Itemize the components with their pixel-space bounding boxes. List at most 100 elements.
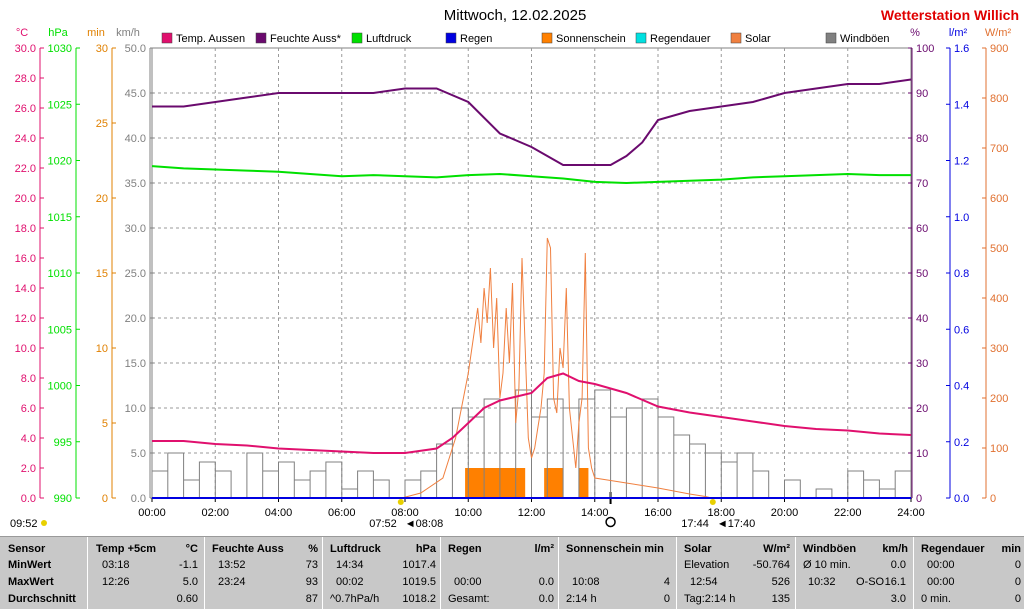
stats-cell: 0 bbox=[663, 593, 670, 605]
rain-axis-unit: l/m² bbox=[949, 27, 968, 39]
temp-tick-label: 18.0 bbox=[15, 223, 36, 235]
temp-tick-label: 6.0 bbox=[21, 403, 36, 415]
sun_min-tick-label: 5 bbox=[102, 418, 108, 430]
sunrise-marker bbox=[397, 499, 404, 505]
pressure-tick-label: 1005 bbox=[48, 324, 72, 336]
wind-tick-label: 25.0 bbox=[125, 268, 146, 280]
pressure-tick-label: 1030 bbox=[48, 43, 72, 55]
dawn-label: ◄08:08 bbox=[405, 518, 443, 530]
wind-tick-label: 20.0 bbox=[125, 313, 146, 325]
stats-row-label: Durchschnitt bbox=[8, 593, 76, 605]
pressure-tick-label: 990 bbox=[54, 493, 72, 505]
stats-cell: 12:54 bbox=[690, 576, 718, 588]
wind-tick-label: 35.0 bbox=[125, 178, 146, 190]
stats-cell: 2:14 h bbox=[566, 593, 597, 605]
stats-cell: 87 bbox=[305, 593, 318, 605]
temp-tick-label: 14.0 bbox=[15, 283, 36, 295]
temp-tick-label: 10.0 bbox=[15, 343, 36, 355]
humidity-tick-label: 60 bbox=[916, 223, 928, 235]
humidity-tick-label: 10 bbox=[916, 448, 928, 460]
stats-cell: 1018.2 bbox=[402, 593, 436, 605]
stats-cell: 10:32 bbox=[808, 576, 836, 588]
statistics-table: Sensor Temp +5cm °C Feuchte Auss % Luftd… bbox=[0, 536, 1024, 609]
legend-swatch bbox=[351, 32, 363, 44]
temp-tick-label: 20.0 bbox=[15, 193, 36, 205]
stats-cell: Elevation bbox=[684, 559, 730, 571]
solar-tick-label: 0 bbox=[990, 493, 996, 505]
temp-tick-label: 22.0 bbox=[15, 163, 36, 175]
humidity-tick-label: 30 bbox=[916, 358, 928, 370]
stats-header-humidity-unit: % bbox=[308, 543, 318, 555]
x-tick-label: 08:00 bbox=[391, 507, 419, 519]
stats-header-pressure-unit: hPa bbox=[415, 543, 436, 555]
rain-tick-label: 0.0 bbox=[954, 493, 969, 505]
rain-tick-label: 0.2 bbox=[954, 437, 969, 449]
humidity-axis-unit: % bbox=[910, 27, 920, 39]
legend-swatch bbox=[161, 32, 173, 44]
legend-label: Sonnenschein bbox=[556, 33, 626, 45]
stats-cell: -1.1 bbox=[179, 559, 198, 571]
legend-label: Luftdruck bbox=[366, 33, 412, 45]
stats-cell: 0 bbox=[1014, 593, 1021, 605]
stats-header-wind-unit: km/h bbox=[882, 543, 908, 555]
stats-cell: 14:34 bbox=[336, 559, 364, 571]
stats-cell: Ø 10 min. bbox=[803, 559, 851, 571]
legend-label: Regendauer bbox=[650, 33, 711, 45]
humidity-tick-label: 70 bbox=[916, 178, 928, 190]
solar-tick-label: 200 bbox=[990, 393, 1008, 405]
temp-tick-label: 26.0 bbox=[15, 103, 36, 115]
stats-header-humidity: Feuchte Auss bbox=[212, 543, 284, 555]
stats-cell: -50.764 bbox=[752, 559, 790, 571]
solar-tick-label: 900 bbox=[990, 43, 1008, 55]
chart-title: Mittwoch, 12.02.2025 bbox=[444, 7, 587, 24]
pressure-tick-label: 1025 bbox=[48, 99, 72, 111]
sunset-label: 17:44 bbox=[681, 518, 709, 530]
pressure-tick-label: 1000 bbox=[48, 381, 72, 393]
temperature-series bbox=[152, 372, 912, 454]
stats-cell: 526 bbox=[771, 576, 790, 588]
sunset-marker bbox=[709, 499, 716, 505]
temp-tick-label: 2.0 bbox=[21, 463, 36, 475]
pressure-tick-label: 1020 bbox=[48, 156, 72, 168]
stats-cell: 00:00 bbox=[927, 576, 955, 588]
legend-label: Regen bbox=[460, 33, 492, 45]
stats-header-temp: Temp +5cm bbox=[96, 543, 157, 555]
stats-cell: 00:00 bbox=[454, 576, 482, 588]
stats-header-rain: Regen bbox=[448, 543, 482, 555]
x-tick-label: 00:00 bbox=[138, 507, 166, 519]
solar-tick-label: 700 bbox=[990, 143, 1008, 155]
wind-axis-unit: km/h bbox=[116, 27, 140, 39]
x-tick-label: 24:00 bbox=[897, 507, 925, 519]
stats-cell: ^0.7hPa/h bbox=[330, 593, 380, 605]
rain-tick-label: 0.6 bbox=[954, 324, 969, 336]
stats-row-max: MaxWert 12:26 5.0 23:24 93 00:02 1019.5 … bbox=[0, 574, 1024, 590]
x-tick-label: 02:00 bbox=[201, 507, 229, 519]
legend-label: Solar bbox=[745, 33, 771, 45]
stats-cell: 5.0 bbox=[182, 576, 198, 588]
station-name: Wetterstation Willich bbox=[881, 7, 1019, 23]
solar-tick-label: 400 bbox=[990, 293, 1008, 305]
stats-cell: 73 bbox=[305, 559, 318, 571]
stats-cell: 0.0 bbox=[890, 559, 906, 571]
wind-tick-label: 30.0 bbox=[125, 223, 146, 235]
plot-area bbox=[151, 78, 912, 499]
stats-cell: 13:52 bbox=[218, 559, 246, 571]
x-tick-label: 10:00 bbox=[454, 507, 482, 519]
temp-axis-unit: °C bbox=[16, 27, 28, 39]
sun_min-tick-label: 25 bbox=[96, 118, 108, 130]
wind-tick-label: 0.0 bbox=[131, 493, 146, 505]
humidity-tick-label: 20 bbox=[916, 403, 928, 415]
stats-header-rain-unit: l/m² bbox=[534, 543, 554, 555]
stats-cell: 135 bbox=[771, 593, 790, 605]
temp-tick-label: 4.0 bbox=[21, 433, 36, 445]
pressure-tick-label: 995 bbox=[54, 437, 72, 449]
stats-cell: 0.60 bbox=[176, 593, 198, 605]
solar-series bbox=[401, 237, 712, 499]
temp-tick-label: 0.0 bbox=[21, 493, 36, 505]
stats-cell: 1019.5 bbox=[402, 576, 436, 588]
stats-row-label: MinWert bbox=[8, 559, 52, 571]
x-tick-label: 04:00 bbox=[265, 507, 293, 519]
humidity-tick-label: 40 bbox=[916, 313, 928, 325]
solar-tick-label: 100 bbox=[990, 443, 1008, 455]
stats-cell: 00:02 bbox=[336, 576, 364, 588]
